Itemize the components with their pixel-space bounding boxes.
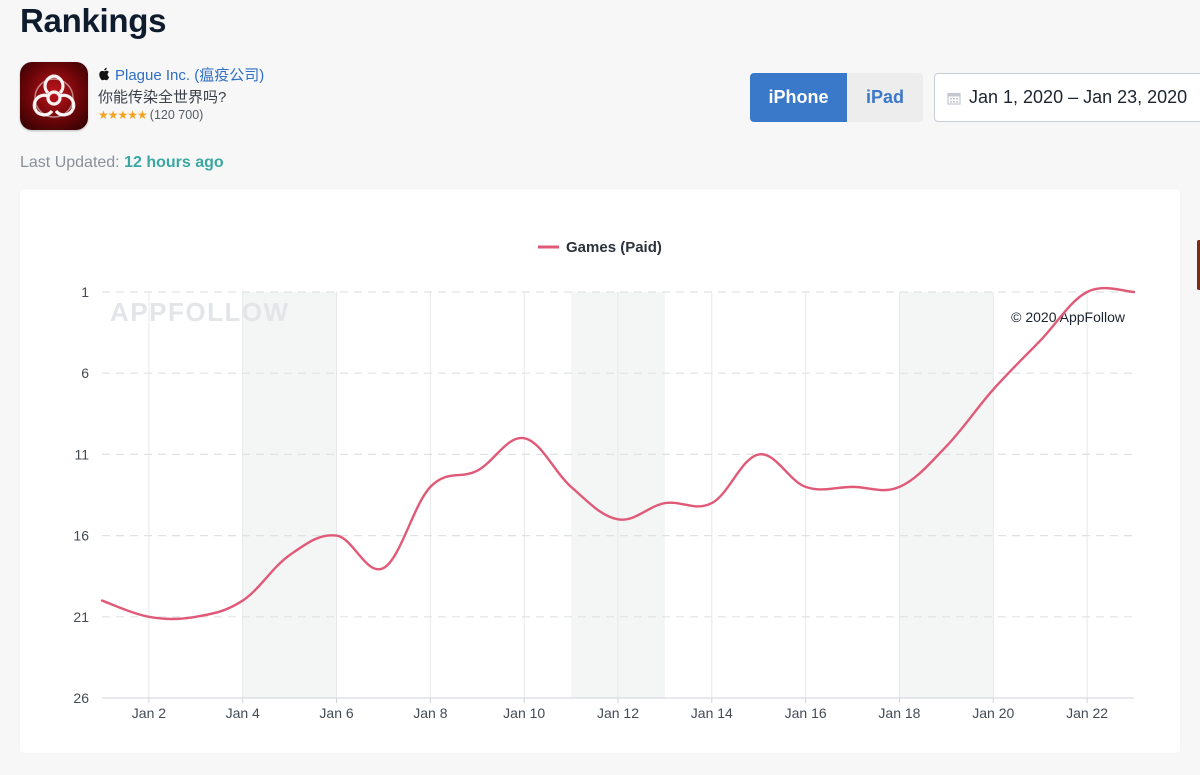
last-updated-label: Last Updated: xyxy=(20,154,120,171)
device-toggle: iPhone iPad xyxy=(750,73,923,122)
rating-count: (120 700) xyxy=(149,108,204,122)
app-name-link[interactable]: Plague Inc. (瘟疫公司) xyxy=(115,66,265,84)
x-tick-label: Jan 14 xyxy=(691,705,733,721)
date-range-text: Jan 1, 2020 – Jan 23, 2020 xyxy=(969,87,1188,107)
y-tick-label: 21 xyxy=(73,609,89,625)
y-tick-label: 6 xyxy=(81,365,89,381)
x-tick-label: Jan 18 xyxy=(878,705,920,721)
x-tick-label: Jan 8 xyxy=(413,705,447,721)
ipad-button[interactable]: iPad xyxy=(847,73,923,122)
side-panel-tab[interactable] xyxy=(1197,240,1200,290)
legend-label: Games (Paid) xyxy=(566,239,662,256)
iphone-button[interactable]: iPhone xyxy=(750,73,847,122)
rankings-chart-card: 1 6 11 16 21 26 Jan 2 Jan 4 Jan 6 Jan 8 Jan 10 Jan … xyxy=(20,189,1180,753)
last-updated-value: 12 hours ago xyxy=(124,154,224,171)
y-tick-label: 26 xyxy=(73,690,89,706)
apple-icon xyxy=(98,67,110,81)
star-rating: ★★★★★ xyxy=(98,108,148,122)
x-tick-label: Jan 12 xyxy=(597,705,639,721)
app-name-row: Plague Inc. (瘟疫公司) xyxy=(98,64,264,84)
x-tick-label: Jan 16 xyxy=(785,705,827,721)
date-range-picker[interactable]: Jan 1, 2020 – Jan 23, 2020 xyxy=(934,73,1200,122)
x-tick-label: Jan 20 xyxy=(972,705,1014,721)
copyright-text: © 2020 AppFollow xyxy=(1011,309,1126,325)
x-tick-label: Jan 4 xyxy=(226,705,260,721)
y-tick-label: 1 xyxy=(81,284,89,300)
x-tick-label: Jan 10 xyxy=(503,705,545,721)
x-tick-label: Jan 22 xyxy=(1066,705,1108,721)
x-tick-label: Jan 2 xyxy=(132,705,166,721)
watermark-text: APPFOLLOW xyxy=(110,297,290,327)
biohazard-app-icon[interactable] xyxy=(20,62,88,130)
series-line-games-paid xyxy=(100,286,1136,621)
rating-row: ★★★★★ (120 700) xyxy=(98,108,264,122)
page-title: Rankings xyxy=(20,2,167,39)
app-subtitle: 你能传染全世界吗? xyxy=(98,89,227,106)
calendar-icon xyxy=(947,91,961,105)
weekend-band xyxy=(242,292,337,698)
y-tick-label: 11 xyxy=(74,446,89,462)
last-updated: Last Updated: 12 hours ago xyxy=(20,154,224,172)
x-tick-label: Jan 6 xyxy=(319,705,353,721)
weekend-band xyxy=(899,292,994,698)
app-info: Plague Inc. (瘟疫公司) 你能传染全世界吗? ★★★★★ (120 … xyxy=(98,64,264,123)
y-tick-label: 16 xyxy=(73,528,89,544)
